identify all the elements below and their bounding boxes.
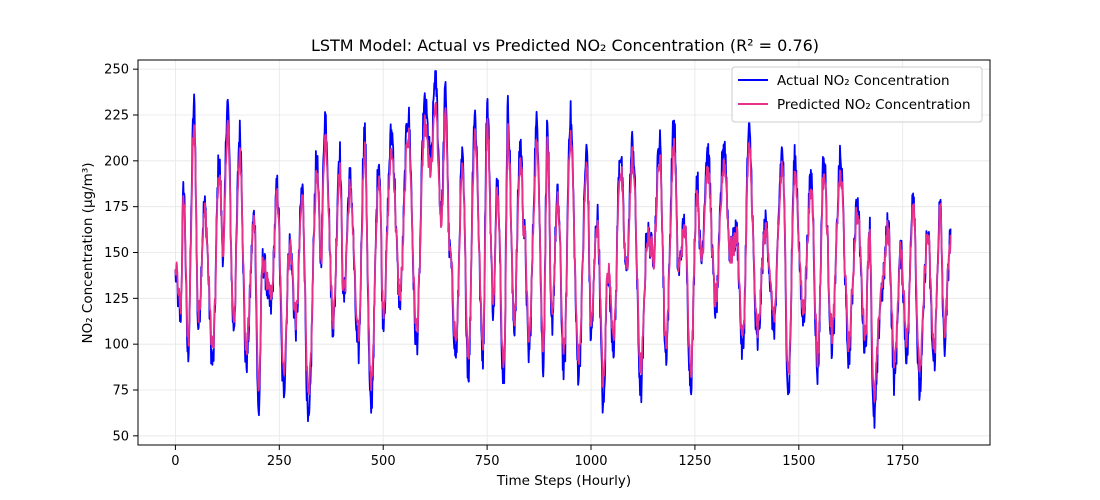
y-tick-label: 250 xyxy=(104,63,129,78)
x-axis-label: Time Steps (Hourly) xyxy=(496,473,631,489)
series-lines xyxy=(174,70,952,429)
legend: Actual NO₂ Concentration Predicted NO₂ C… xyxy=(731,66,983,123)
x-tick-label: 0 xyxy=(171,454,179,469)
y-tick-label: 150 xyxy=(104,246,129,261)
legend-label-actual: Actual NO₂ Concentration xyxy=(777,73,950,89)
x-tick-label: 1500 xyxy=(782,454,815,469)
chart-title: LSTM Model: Actual vs Predicted NO₂ Conc… xyxy=(311,36,819,55)
x-tick-label: 250 xyxy=(267,454,292,469)
x-tick-label: 1250 xyxy=(678,454,711,469)
y-tick-label: 175 xyxy=(104,200,129,215)
y-axis-label: NO₂ Concentration (μg/m³) xyxy=(80,162,96,343)
legend-box xyxy=(731,66,983,123)
y-tick-label: 200 xyxy=(104,154,129,169)
series-line-predicted xyxy=(174,101,952,403)
y-tick-label: 125 xyxy=(104,292,129,307)
x-tick-label: 1000 xyxy=(574,454,607,469)
x-tick-label: 1750 xyxy=(886,454,919,469)
y-tick-label: 100 xyxy=(104,338,129,353)
y-tick-label: 75 xyxy=(112,384,129,399)
legend-label-predicted: Predicted NO₂ Concentration xyxy=(777,97,971,113)
axes: 0 250 500 750 1000 1250 1500 1750 50 75 100 125 150 1… xyxy=(104,63,919,469)
y-tick-label: 225 xyxy=(104,109,129,124)
y-tick-label: 50 xyxy=(112,429,129,444)
x-tick-label: 750 xyxy=(475,454,500,469)
x-tick-label: 500 xyxy=(371,454,396,469)
